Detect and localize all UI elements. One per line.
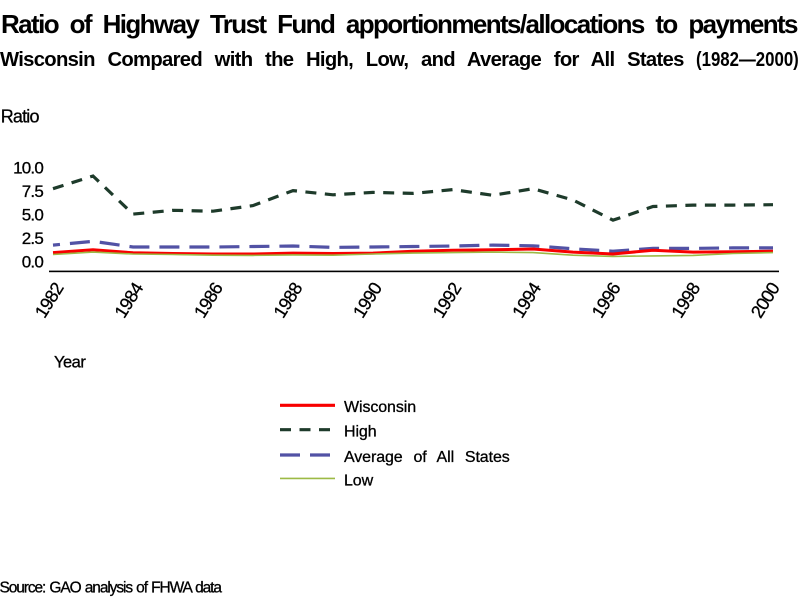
svg-text:High: High [344, 424, 377, 441]
svg-text:2000: 2000 [747, 279, 784, 322]
svg-text:1990: 1990 [349, 279, 386, 322]
svg-text:Ratio: Ratio [1, 107, 40, 127]
svg-text:1988: 1988 [270, 279, 307, 322]
svg-text:1994: 1994 [508, 279, 545, 322]
svg-text:Year: Year [54, 354, 86, 372]
svg-text:Average of All States: Average of All States [344, 449, 510, 466]
svg-text:5.0: 5.0 [22, 206, 44, 225]
svg-text:Source: GAO analysis of FHWA d: Source: GAO analysis of FHWA data [0, 580, 222, 597]
svg-text:Wisconsin: Wisconsin [344, 399, 416, 416]
svg-text:10.0: 10.0 [13, 159, 43, 178]
svg-text:1982: 1982 [31, 279, 68, 322]
svg-text:Low: Low [344, 473, 374, 490]
svg-text:1986: 1986 [190, 279, 227, 322]
svg-text:1996: 1996 [588, 279, 625, 322]
svg-text:2.5: 2.5 [22, 229, 44, 248]
svg-text:1998: 1998 [667, 279, 704, 322]
svg-text:0.0: 0.0 [22, 253, 44, 272]
svg-text:1992: 1992 [429, 279, 466, 322]
svg-text:7.5: 7.5 [22, 182, 44, 201]
svg-text:1984: 1984 [111, 279, 148, 322]
